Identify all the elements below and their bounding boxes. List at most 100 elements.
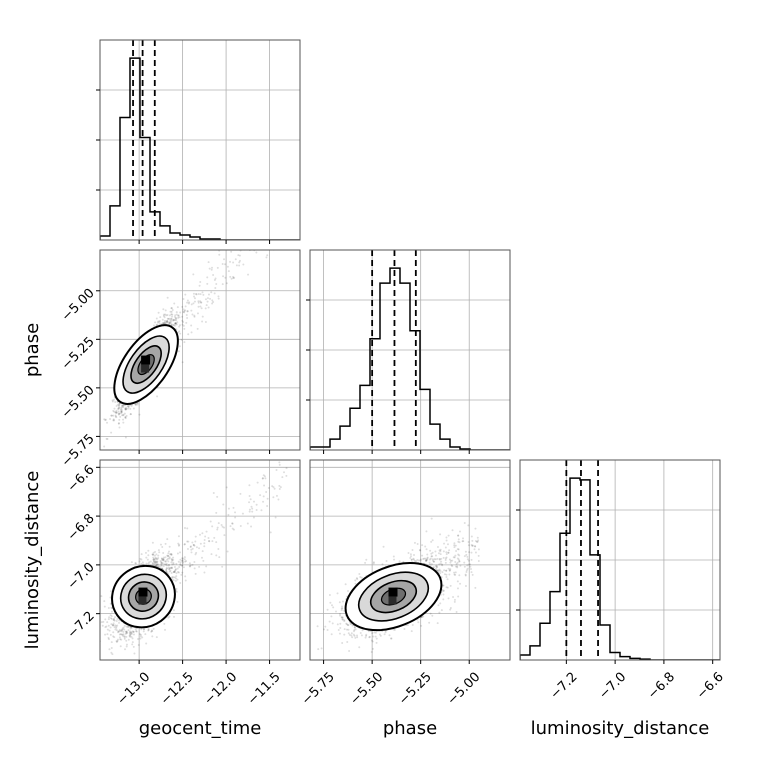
- scatter-point: [238, 261, 241, 264]
- scatter-point: [177, 314, 180, 317]
- histogram-bar: [430, 424, 440, 450]
- scatter-point: [202, 293, 205, 296]
- scatter-point: [192, 292, 195, 295]
- histogram-bar: [160, 226, 170, 240]
- scatter-point: [213, 292, 216, 295]
- scatter-point: [118, 426, 121, 429]
- scatter-point: [182, 308, 185, 311]
- scatter-point: [109, 602, 112, 605]
- scatter-point: [118, 403, 121, 406]
- scatter-point: [190, 309, 193, 312]
- scatter-point: [131, 637, 134, 640]
- scatter-point: [121, 404, 124, 407]
- scatter-point: [165, 321, 168, 324]
- scatter-point: [224, 276, 227, 279]
- scatter-point: [115, 640, 118, 643]
- scatter-point: [115, 416, 118, 419]
- scatter-point: [199, 301, 202, 304]
- scatter-point: [197, 301, 200, 304]
- scatter-point: [169, 320, 172, 323]
- scatter-point: [237, 241, 239, 243]
- scatter-point: [166, 320, 169, 323]
- scatter-point: [177, 316, 180, 319]
- scatter-point: [112, 409, 115, 412]
- scatter-point: [167, 321, 170, 324]
- scatter-point: [175, 323, 178, 326]
- scatter-point: [232, 275, 235, 278]
- scatter-point: [103, 418, 106, 421]
- scatter-point: [140, 553, 143, 556]
- scatter-point: [172, 579, 175, 582]
- scatter-point: [115, 620, 118, 623]
- scatter-point: [206, 276, 209, 279]
- scatter-point: [107, 636, 110, 639]
- scatter-point: [120, 638, 123, 641]
- scatter-point: [171, 308, 174, 311]
- scatter-point: [117, 407, 120, 410]
- scatter-point: [125, 635, 128, 638]
- scatter-point: [156, 560, 159, 563]
- histogram-bar: [130, 58, 140, 240]
- scatter-point: [137, 638, 140, 641]
- scatter-point: [129, 627, 132, 630]
- scatter-point: [201, 291, 204, 294]
- grid: [100, 460, 300, 660]
- histogram-bar: [140, 138, 150, 240]
- scatter-point: [112, 418, 115, 421]
- scatter-point: [233, 276, 236, 279]
- scatter-point: [199, 300, 202, 303]
- scatter-point: [168, 557, 171, 560]
- scatter-point: [95, 651, 97, 653]
- scatter-point: [283, 217, 285, 219]
- scatter-point: [170, 310, 173, 313]
- scatter-point: [183, 341, 186, 344]
- scatter-point: [116, 624, 119, 627]
- scatter-point: [125, 630, 128, 633]
- scatter-point: [284, 215, 286, 217]
- scatter-point: [117, 407, 120, 410]
- scatter-point: [92, 434, 94, 436]
- scatter-point: [160, 557, 163, 560]
- scatter-point: [163, 322, 166, 325]
- scatter-point: [176, 600, 179, 603]
- scatter-point: [114, 628, 117, 631]
- scatter-point: [108, 648, 111, 651]
- scatter-point: [175, 587, 178, 590]
- scatter-point: [151, 635, 154, 638]
- scatter-point: [171, 315, 174, 318]
- scatter-point: [285, 205, 287, 207]
- histogram-bar: [380, 283, 390, 450]
- scatter-point: [141, 636, 144, 639]
- panel-content: [95, 461, 288, 656]
- scatter-point: [153, 554, 156, 557]
- scatter-point: [167, 616, 170, 619]
- scatter-point: [204, 307, 207, 310]
- scatter-point: [125, 630, 128, 633]
- scatter-point: [119, 638, 122, 641]
- scatter-point: [204, 298, 207, 301]
- scatter-point: [206, 297, 209, 300]
- scatter-point: [283, 186, 285, 188]
- scatter-point: [137, 643, 140, 646]
- scatter-point: [113, 636, 116, 639]
- scatter-point: [167, 317, 170, 320]
- scatter-points: [92, 186, 288, 448]
- scatter-point: [105, 437, 108, 440]
- scatter-point: [265, 256, 268, 259]
- scatter-point: [182, 311, 185, 314]
- scatter-point: [107, 638, 110, 641]
- scatter-point: [125, 645, 128, 648]
- scatter-point: [176, 567, 179, 570]
- scatter-point: [239, 245, 241, 247]
- scatter-point: [211, 302, 214, 305]
- scatter-point: [164, 560, 167, 563]
- scatter-point: [183, 311, 186, 314]
- scatter-point: [157, 554, 160, 557]
- scatter-point: [124, 416, 127, 419]
- scatter-point: [156, 558, 159, 561]
- scatter-point: [286, 227, 288, 229]
- scatter-point: [210, 268, 213, 271]
- scatter-point: [172, 571, 175, 574]
- scatter-point: [225, 282, 228, 285]
- scatter-point: [273, 230, 275, 232]
